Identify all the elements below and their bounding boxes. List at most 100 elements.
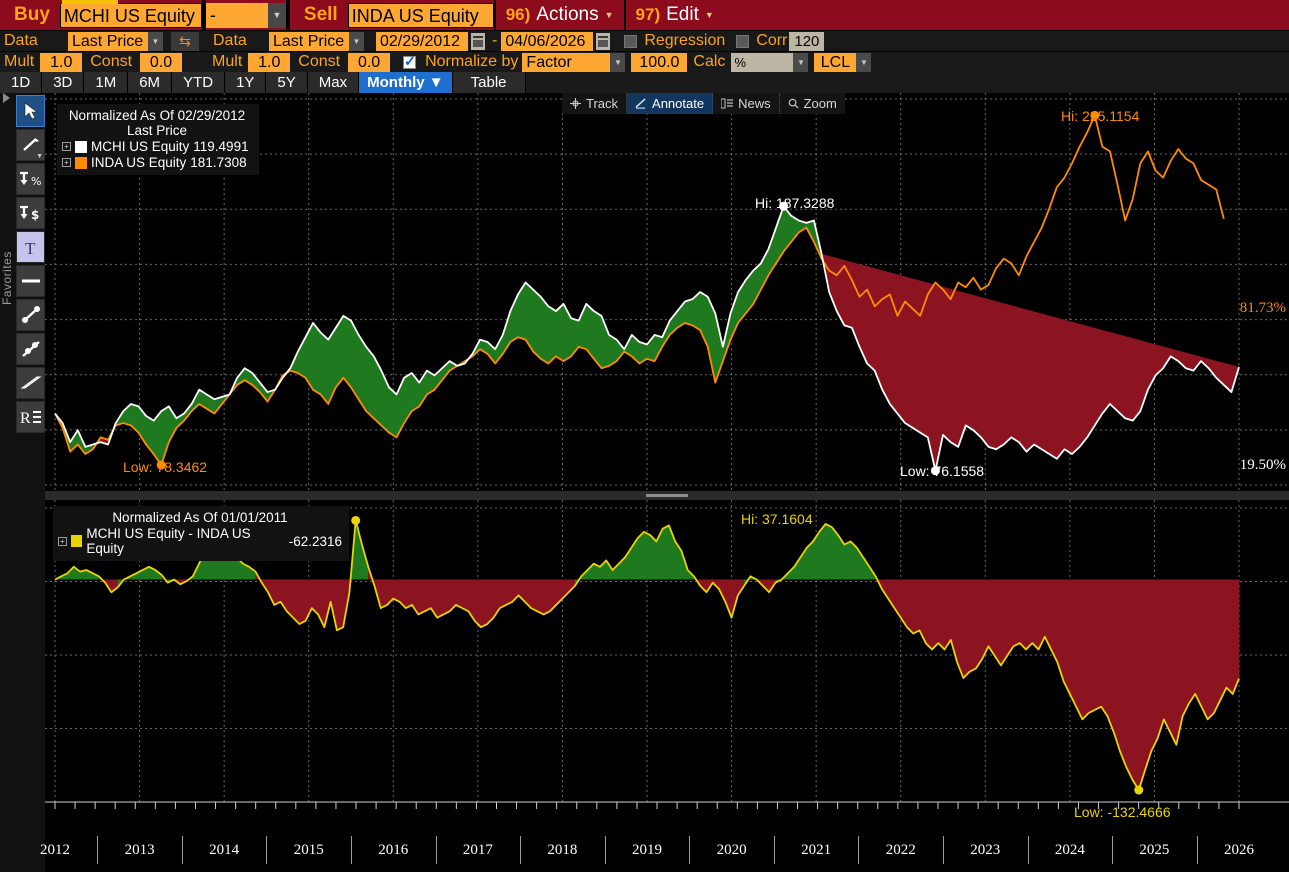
lcl-dropdown-icon[interactable]: ▼ — [856, 52, 872, 72]
cursor-arrow-tool[interactable] — [16, 95, 45, 127]
data-right-select[interactable]: Last Price — [269, 31, 349, 51]
spread-legend-name: MCHI US Equity - INDA US Equity — [86, 526, 251, 556]
x-axis-separator — [604, 836, 606, 864]
zoom-button[interactable]: Zoom — [779, 93, 845, 114]
mult-right-input[interactable]: 1.0 — [248, 52, 291, 72]
lower-legend-normalized-title: Normalized As Of 01/01/2011 — [112, 510, 288, 525]
normalize-checkbox[interactable] — [403, 53, 417, 70]
data-left-select[interactable]: Last Price — [68, 31, 148, 51]
edit-menu[interactable]: 97) Edit ▼ — [623, 0, 724, 30]
const-left-input[interactable]: 0.0 — [140, 52, 183, 72]
x-axis-separator — [1196, 836, 1198, 864]
comparative-returns-chart[interactable]: Normalized As Of 02/29/2012 Last Price +… — [45, 93, 1289, 491]
pencil-annotate-tool[interactable]: ▼ — [16, 129, 45, 161]
chevron-down-icon: ▼ — [704, 10, 714, 20]
calendar-icon[interactable] — [596, 32, 611, 50]
text-tool[interactable]: T — [16, 231, 45, 263]
date-to-input[interactable]: 04/06/2026 — [501, 31, 594, 51]
calc-dropdown-icon[interactable]: ▼ — [793, 52, 809, 72]
timeframe-1y[interactable]: 1Y — [225, 72, 267, 93]
expand-icon[interactable]: + — [62, 142, 71, 151]
timeframe-5y[interactable]: 5Y — [266, 72, 308, 93]
actions-number: 96) — [505, 5, 531, 24]
lower-plot-svg — [45, 500, 1289, 809]
x-axis-label-2022: 2022 — [885, 842, 916, 858]
chart-toolbar: Track Annotate News Zoom — [562, 93, 845, 114]
regression-tool[interactable]: R — [16, 401, 45, 433]
timeframe-max[interactable]: Max — [307, 72, 360, 93]
spread-chart[interactable]: Normalized As Of 01/01/2011 + MCHI US Eq… — [45, 500, 1289, 832]
x-axis-label-2021: 2021 — [801, 842, 832, 858]
periodicity-monthly-select[interactable]: Monthly ▼ — [359, 72, 453, 93]
regression-checkbox[interactable] — [624, 34, 638, 48]
parameter-row-2: Mult 1.0 Const 0.0 Mult 1.0 Const 0.0 No… — [0, 52, 1289, 72]
mchi-legend-value: 119.4991 — [193, 139, 249, 154]
data-left-dropdown-icon[interactable]: ▼ — [148, 31, 163, 51]
x-axis-label-2020: 2020 — [716, 842, 747, 858]
legend-row-spread[interactable]: + MCHI US Equity - INDA US Equity -62.23… — [58, 526, 342, 556]
panel-splitter[interactable] — [45, 491, 1289, 500]
actions-menu[interactable]: 96) Actions ▼ — [493, 0, 624, 30]
date-from-input[interactable]: 02/29/2012 — [376, 31, 468, 51]
parallel-channel-tool[interactable] — [16, 367, 45, 399]
regression-label: Regression — [644, 32, 726, 49]
timeframe-3d[interactable]: 3D — [42, 72, 85, 93]
corr-checkbox[interactable] — [736, 34, 750, 48]
inda-legend-value: 181.7308 — [190, 155, 247, 170]
swap-arrows-icon[interactable]: ⇆ — [171, 31, 199, 51]
lower-chart-legend: Normalized As Of 01/01/2011 + MCHI US Eq… — [53, 506, 349, 561]
trendline-tool[interactable] — [16, 299, 45, 331]
dollar-drop-tool[interactable]: $ — [16, 197, 45, 229]
mult-left-input[interactable]: 1.0 — [40, 52, 83, 72]
buy-dash-field[interactable]: - — [205, 2, 268, 28]
normalize-by-select[interactable]: Factor — [522, 52, 611, 72]
mult-label-left: Mult — [4, 53, 35, 70]
command-bar: Buy MCHI US Equity - ▼ Sell INDA US Equi… — [0, 0, 1289, 30]
normalize-dropdown-icon[interactable]: ▼ — [610, 52, 626, 72]
legend-row-mchi[interactable]: + MCHI US Equity 119.4991 — [62, 139, 252, 154]
buy-ticker-input[interactable]: MCHI US Equity — [59, 2, 202, 28]
annotate-button[interactable]: Annotate — [627, 93, 714, 114]
legend-row-inda[interactable]: + INDA US Equity 181.7308 — [62, 155, 252, 170]
horizontal-line-tool[interactable] — [16, 265, 45, 297]
svg-text:$: $ — [31, 208, 39, 222]
buy-dash-dropdown-icon[interactable]: ▼ — [267, 2, 286, 28]
news-button[interactable]: News — [713, 93, 780, 114]
divider — [285, 0, 290, 30]
x-axis-separator — [266, 836, 268, 864]
percent-drop-tool[interactable]: % — [16, 163, 45, 195]
calendar-icon[interactable] — [471, 32, 485, 50]
x-axis-separator — [1027, 836, 1029, 864]
track-button[interactable]: Track — [562, 93, 628, 114]
rail-collapse-arrow-icon[interactable] — [3, 93, 10, 103]
x-axis-label-2014: 2014 — [209, 842, 240, 858]
expand-icon[interactable]: + — [62, 158, 71, 167]
x-axis-label-2026: 2026 — [1224, 842, 1254, 858]
mchi-color-swatch — [75, 140, 87, 153]
normalize-factor-input[interactable]: 100.0 — [631, 52, 688, 72]
timeframe-6m[interactable]: 6M — [128, 72, 173, 93]
const-right-input[interactable]: 0.0 — [348, 52, 391, 72]
x-axis-label-2023: 2023 — [970, 842, 1001, 858]
favorites-label: Favorites — [0, 251, 14, 305]
table-view-button[interactable]: Table — [452, 72, 526, 93]
sell-ticker-input[interactable]: INDA US Equity — [347, 2, 494, 28]
edit-number: 97) — [635, 5, 661, 24]
lcl-select[interactable]: LCL — [814, 52, 857, 72]
news-list-icon — [721, 98, 734, 109]
timeframe-1m[interactable]: 1M — [84, 72, 129, 93]
timeframe-ytd[interactable]: YTD — [172, 72, 226, 93]
corr-label: Corr — [756, 32, 788, 49]
corr-value-input[interactable]: 120 — [789, 31, 825, 51]
extended-trendline-tool[interactable] — [16, 333, 45, 365]
data-right-dropdown-icon[interactable]: ▼ — [349, 31, 364, 51]
calc-value-field[interactable]: % — [731, 52, 794, 72]
svg-text:T: T — [25, 239, 36, 256]
mult-label-right: Mult — [212, 53, 243, 70]
edit-label: Edit — [666, 4, 699, 25]
expand-icon[interactable]: + — [58, 536, 67, 546]
splitter-grip[interactable] — [646, 494, 688, 497]
calc-label: Calc — [693, 53, 726, 70]
timeframe-1d[interactable]: 1D — [0, 72, 43, 93]
